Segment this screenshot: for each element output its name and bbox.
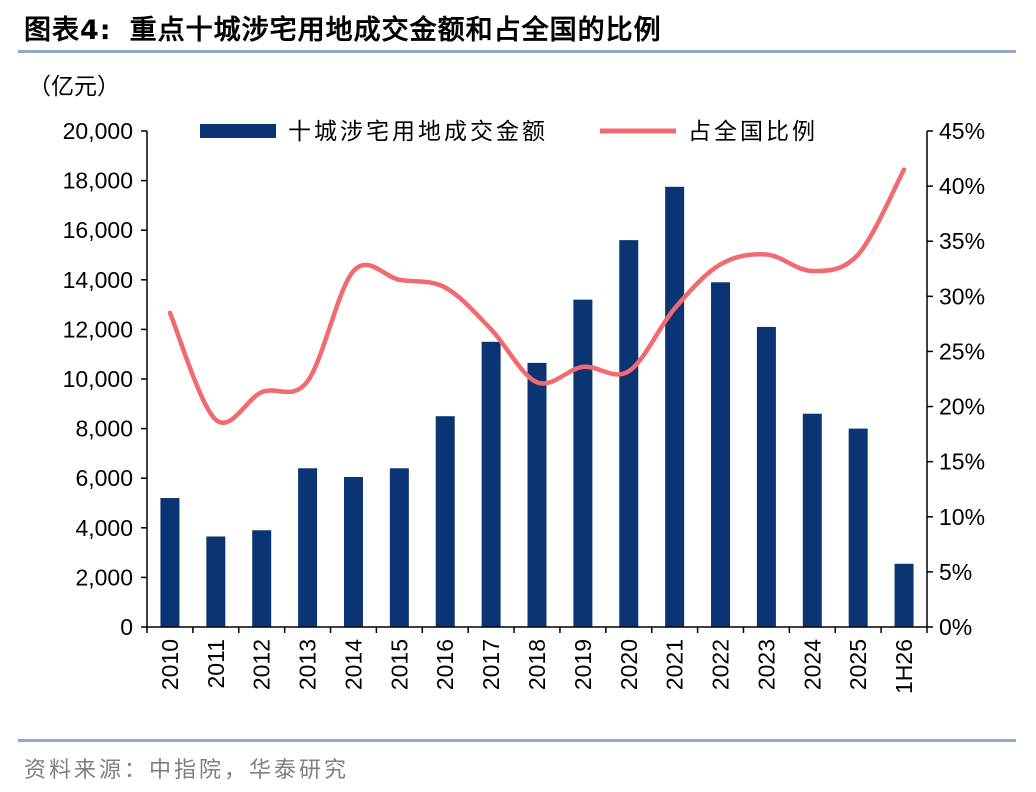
bar-2011 xyxy=(206,536,226,627)
source-note: 资料来源：中指院，华泰研究 xyxy=(24,758,350,783)
figure-label: 图表4: xyxy=(24,15,112,46)
right-tick-label: 15% xyxy=(939,449,985,475)
legend-line-label: 占全国比例 xyxy=(688,118,818,144)
x-tick-label: 2013 xyxy=(295,639,321,690)
x-tick-label: 2012 xyxy=(249,639,275,690)
x-tick-label: 2017 xyxy=(478,639,504,690)
x-tick-label: 2023 xyxy=(753,639,779,690)
bar-2019 xyxy=(573,299,593,627)
legend-bar-label: 十城涉宅用地成交金额 xyxy=(288,118,548,144)
bar-2021 xyxy=(665,186,685,628)
x-tick-label: 2011 xyxy=(203,639,229,688)
figure-title: 图表4: 重点十城涉宅用地成交金额和占全国的比例 xyxy=(24,8,662,47)
right-tick-label: 10% xyxy=(939,504,985,530)
bar-2023 xyxy=(756,326,776,627)
bar-2010 xyxy=(160,498,180,627)
bottom-rule xyxy=(18,739,1016,742)
share-line xyxy=(167,167,907,425)
left-tick-label: 2,000 xyxy=(75,564,133,590)
left-axis-unit-label: （亿元） xyxy=(28,73,120,99)
bar-2024 xyxy=(802,413,822,627)
right-tick-label: 0% xyxy=(939,614,972,640)
right-tick-label: 40% xyxy=(939,173,985,199)
x-tick-label: 1H26 xyxy=(891,639,917,694)
legend-bar-swatch xyxy=(200,124,276,138)
right-tick-label: 30% xyxy=(939,283,985,309)
bar-2017 xyxy=(481,341,501,627)
bar-2020 xyxy=(619,240,639,627)
bar-2016 xyxy=(435,416,455,627)
x-tick-label: 2025 xyxy=(845,639,871,690)
figure-title-text: 重点十城涉宅用地成交金额和占全国的比例 xyxy=(129,15,662,46)
x-tick-label: 2010 xyxy=(157,639,183,690)
right-tick-label: 20% xyxy=(939,394,985,420)
bar-2013 xyxy=(298,468,318,627)
left-tick-label: 10,000 xyxy=(63,366,133,392)
bar-2025 xyxy=(848,428,868,627)
top-rule xyxy=(18,50,1016,53)
x-tick-label: 2024 xyxy=(799,639,825,690)
left-tick-label: 18,000 xyxy=(63,168,133,194)
legend: 十城涉宅用地成交金额 占全国比例 xyxy=(200,118,818,144)
left-tick-label: 12,000 xyxy=(63,316,133,342)
bar-1H26 xyxy=(894,563,914,627)
left-tick-label: 6,000 xyxy=(75,465,133,491)
x-tick-label: 2021 xyxy=(662,639,688,690)
x-tick-label: 2018 xyxy=(524,639,550,690)
bar-2022 xyxy=(711,282,731,627)
axes-group: 0 2,000 4,000 6,000 8,000 10,000 12,000 14,000 1… xyxy=(63,118,985,694)
right-tick-label: 25% xyxy=(939,338,985,364)
left-tick-label: 0 xyxy=(120,614,133,640)
left-tick-label: 20,000 xyxy=(63,118,133,144)
bar-2012 xyxy=(252,530,272,627)
right-tick-label: 5% xyxy=(939,559,972,585)
left-tick-label: 16,000 xyxy=(63,217,133,243)
bar-2015 xyxy=(389,468,409,627)
left-tick-label: 4,000 xyxy=(75,515,133,541)
left-tick-label: 14,000 xyxy=(63,267,133,293)
x-tick-label: 2015 xyxy=(386,639,412,690)
bar-2014 xyxy=(343,476,363,627)
x-tick-label: 2019 xyxy=(570,639,596,690)
right-tick-label: 45% xyxy=(939,118,985,144)
x-tick-label: 2022 xyxy=(708,639,734,690)
x-tick-label: 2020 xyxy=(616,639,642,690)
bars-group xyxy=(160,186,914,628)
bar-2018 xyxy=(527,362,547,627)
left-tick-label: 8,000 xyxy=(75,416,133,442)
x-tick-label: 2014 xyxy=(340,639,366,690)
x-tick-label: 2016 xyxy=(432,639,458,690)
line-group xyxy=(167,167,907,425)
right-tick-label: 35% xyxy=(939,228,985,254)
